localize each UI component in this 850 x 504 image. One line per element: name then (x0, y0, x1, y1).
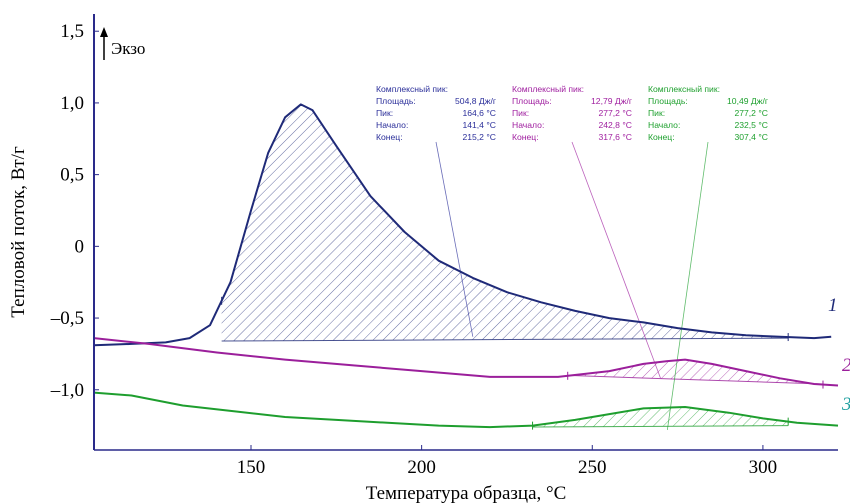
x-axis-title: Температура образца, °C (366, 483, 567, 504)
series-layer (93, 103, 839, 430)
annotation-label: Начало: (376, 120, 408, 130)
annotation-label: Пик: (648, 108, 665, 118)
peak-area-1 (221, 104, 789, 342)
exo-arrow-head-icon (100, 27, 108, 37)
x-tick-label: 250 (578, 457, 607, 478)
exo-label: Экзо (111, 39, 145, 58)
peak-area-3 (532, 407, 789, 428)
annotation-value: 10,49 Дж/г (727, 96, 768, 106)
x-tick-label: 200 (407, 457, 436, 478)
curve-series-3 (93, 391, 839, 429)
annotation-value: 12,79 Дж/г (591, 96, 632, 106)
peak-baseline-2 (567, 374, 824, 385)
x-tick-label: 300 (749, 457, 778, 478)
annotation-value: 164,6 °C (462, 108, 496, 118)
y-tick-label: 0 (75, 236, 85, 257)
x-tick-label: 150 (237, 457, 266, 478)
y-axis-title: Тепловой поток, Вт/г (8, 146, 29, 318)
annotation-layer: Комплексный пик: Площадь: 504,8 Дж/г Пик: 16… (376, 84, 850, 415)
peak-baseline-1 (221, 337, 789, 342)
annotation-label: Комплексный пик: (376, 84, 448, 94)
annotation-value: 232,5 °C (734, 120, 768, 130)
annotation-value: 277,2 °C (734, 108, 768, 118)
annotation-box-2: Комплексный пик: Площадь: 12,79 Дж/г Пик: 27… (512, 84, 632, 142)
annotation-label: Начало: (512, 120, 544, 130)
annotation-value: 277,2 °C (598, 108, 632, 118)
y-tick-label: –0,5 (50, 308, 84, 329)
peak-fill-layer (221, 104, 824, 428)
annotation-label: Пик: (376, 108, 393, 118)
peak-area-2 (567, 359, 823, 385)
annotation-leader-line (666, 141, 709, 430)
annotation-value: 141,4 °C (462, 120, 496, 130)
y-tick-label: 0,5 (60, 165, 84, 186)
curve-series-1 (93, 103, 832, 347)
y-tick-label: 1,0 (60, 93, 84, 114)
annotation-label: Площадь: (376, 96, 416, 106)
annotation-value: 317,6 °C (598, 132, 632, 142)
curve-label-2: 2 (842, 355, 850, 376)
annotation-label: Площадь: (512, 96, 552, 106)
annotation-box-3: Комплексный пик: Площадь: 10,49 Дж/г Пик: 27… (648, 84, 768, 142)
annotation-value: 242,8 °C (598, 120, 632, 130)
annotation-label: Площадь: (648, 96, 688, 106)
annotation-label: Конец: (376, 132, 403, 142)
annotation-label: Начало: (648, 120, 680, 130)
y-tick-label: –1,0 (50, 380, 84, 401)
annotation-value: 504,8 Дж/г (455, 96, 496, 106)
leader-line-layer (435, 141, 709, 430)
annotation-leader-line (435, 141, 474, 337)
annotation-label: Конец: (512, 132, 539, 142)
annotation-label: Пик: (512, 108, 529, 118)
peak-baseline-3 (532, 425, 789, 428)
annotation-label: Конец: (648, 132, 675, 142)
curve-label-1: 1 (828, 295, 838, 316)
annotation-leader-line (571, 141, 661, 379)
annotation-value: 307,4 °C (734, 132, 768, 142)
annotation-value: 215,2 °C (462, 132, 496, 142)
annotation-label: Комплексный пик: (648, 84, 720, 94)
curve-series-2 (93, 337, 839, 387)
tick-label-layer: 150 200 250 300 1,5 1,0 0,5 0 –0,5 –1,0 (50, 21, 777, 478)
y-tick-label: 1,5 (60, 21, 84, 42)
annotation-box-1: Комплексный пик: Площадь: 504,8 Дж/г Пик: 16… (376, 84, 496, 142)
curve-label-3: 3 (841, 394, 850, 415)
annotation-label: Комплексный пик: (512, 84, 584, 94)
axes-layer: Экзо Температура образца, °C Тепловой по… (8, 14, 838, 504)
